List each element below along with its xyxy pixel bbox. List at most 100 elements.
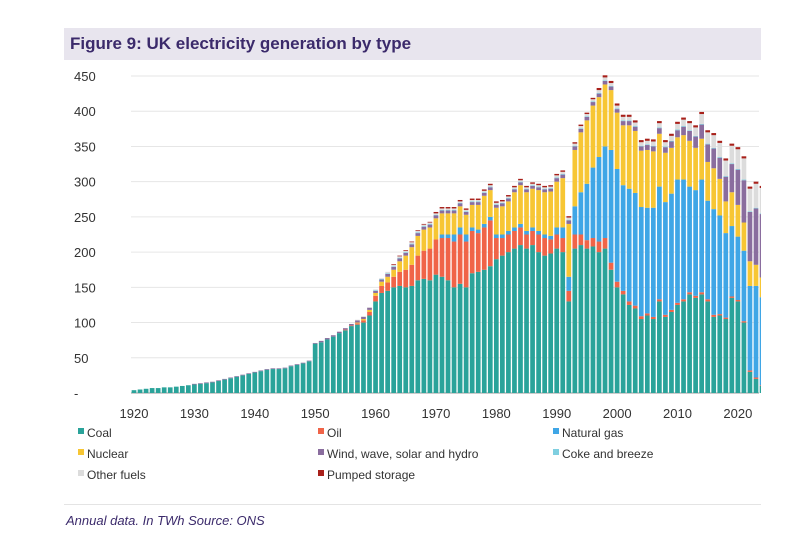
bar-segment-coke-and-breeze <box>717 157 723 158</box>
bar-segment-wind-wave-solar-and-hydro <box>554 178 560 182</box>
bar-segment-coal <box>500 255 505 393</box>
bar-segment-coal <box>560 252 566 393</box>
legend-label: Other fuels <box>87 468 146 482</box>
bar-segment-natural-gas <box>681 179 686 300</box>
bar-segment-wind-wave-solar-and-hydro <box>403 252 409 256</box>
bar-segment-coal <box>759 385 761 393</box>
bar-segment-pumped-storage <box>699 111 705 115</box>
bar-segment-coke-and-breeze <box>530 185 535 186</box>
bar-segment-wind-wave-solar-and-hydro <box>657 128 662 134</box>
bar-segment-oil <box>415 255 421 281</box>
bar-segment-coal <box>367 315 372 393</box>
bar-segment-other-fuels <box>753 183 759 208</box>
bar-segment-pumped-storage <box>626 114 632 117</box>
bar-segment-nuclear <box>421 229 427 251</box>
bar-segment-oil <box>669 309 674 312</box>
bar-segment-oil <box>518 227 523 246</box>
bar-segment-other-fuels <box>554 175 560 178</box>
bar-segment-other-fuels <box>572 143 578 146</box>
bar-segment-coal <box>409 285 415 393</box>
bar-segment-wind-wave-solar-and-hydro <box>427 224 433 228</box>
bar-segment-coal <box>445 280 451 393</box>
bar-segment-pumped-storage <box>421 223 427 225</box>
bar-segment-coal <box>385 290 390 393</box>
bar-segment-wind-wave-solar-and-hydro <box>439 210 445 214</box>
bar-segment-wind-wave-solar-and-hydro <box>608 86 614 91</box>
bar-segment-oil <box>349 325 354 327</box>
bar-segment-coal <box>536 252 541 393</box>
bar-segment-wind-wave-solar-and-hydro <box>723 176 729 202</box>
bar-segment-nuclear <box>542 192 547 235</box>
bar-segment-coke-and-breeze <box>729 163 735 165</box>
bar-segment-coke-and-breeze <box>675 129 680 131</box>
bar-segment-oil <box>361 320 366 323</box>
bar-segment-coal <box>626 304 632 393</box>
x-tick-label: 2020 <box>723 406 752 421</box>
bar-segment-other-fuels <box>439 208 445 210</box>
bar-segment-coal <box>246 373 252 393</box>
bar-segment-oil <box>493 238 499 260</box>
bar-segment-oil <box>572 234 578 249</box>
bar-segment-wind-wave-solar-and-hydro <box>246 373 252 374</box>
bar-segment-other-fuels <box>500 201 505 203</box>
x-tick-label: 1940 <box>240 406 269 421</box>
bar-segment-wind-wave-solar-and-hydro <box>717 157 723 179</box>
bar-segment-wind-wave-solar-and-hydro <box>584 116 590 121</box>
bar-segment-natural-gas <box>759 297 761 386</box>
bar-segment-wind-wave-solar-and-hydro <box>228 377 233 379</box>
bar-segment-oil <box>475 233 481 272</box>
bar-segment-wind-wave-solar-and-hydro <box>234 376 240 377</box>
bar-segment-wind-wave-solar-and-hydro <box>240 374 246 376</box>
bar-segment-wind-wave-solar-and-hydro <box>590 102 596 106</box>
x-tick-label: 1960 <box>361 406 390 421</box>
bar-segment-wind-wave-solar-and-hydro <box>282 367 288 369</box>
bar-segment-coal <box>681 301 686 393</box>
bar-segment-nuclear <box>759 277 761 298</box>
bar-segment-wind-wave-solar-and-hydro <box>699 124 705 139</box>
bar-segment-coal <box>475 271 481 393</box>
bar-segment-coal <box>524 248 529 393</box>
bar-segment-nuclear <box>572 149 578 207</box>
bar-segment-natural-gas <box>650 207 656 317</box>
bar-segment-coal <box>288 366 294 393</box>
bar-segment-natural-gas <box>711 209 717 315</box>
bar-segment-wind-wave-solar-and-hydro <box>741 180 747 223</box>
bar-segment-coal <box>355 324 360 393</box>
bar-segment-other-fuels <box>524 187 529 189</box>
bar-segment-wind-wave-solar-and-hydro <box>391 266 397 270</box>
bar-segment-coal <box>572 248 578 393</box>
bar-segment-pumped-storage <box>439 207 445 209</box>
bar-segment-natural-gas <box>457 227 463 235</box>
bar-segment-nuclear <box>566 223 572 277</box>
bar-segment-coke-and-breeze <box>481 192 487 193</box>
bar-segment-oil <box>729 296 735 298</box>
bar-segment-nuclear <box>681 135 686 180</box>
figure-title: Figure 9: UK electricity generation by t… <box>70 34 412 53</box>
chart-area: - 50 100 150 200 250 300 350 400 450 1920 1930 1940 1… <box>74 69 761 482</box>
bar-segment-nuclear <box>614 112 620 169</box>
bar-segment-nuclear <box>735 204 741 237</box>
bar-segment-wind-wave-solar-and-hydro <box>524 189 529 193</box>
bar-segment-nuclear <box>657 133 662 187</box>
bar-segment-coke-and-breeze <box>657 127 662 129</box>
bar-segment-coke-and-breeze <box>518 181 523 183</box>
bar-segment-wind-wave-solar-and-hydro <box>276 368 282 370</box>
bar-segment-other-fuels <box>560 171 566 174</box>
bar-segment-wind-wave-solar-and-hydro <box>463 211 469 215</box>
bar-segment-coke-and-breeze <box>644 144 650 146</box>
bar-segment-coke-and-breeze <box>705 143 711 145</box>
bar-segment-oil <box>548 239 554 254</box>
bar-segment-coal <box>693 297 698 393</box>
bar-segment-other-fuels <box>717 142 723 158</box>
bar-segment-coke-and-breeze <box>741 179 747 181</box>
bar-segment-natural-gas <box>475 229 481 234</box>
bar-segment-pumped-storage <box>675 121 680 124</box>
bar-segment-coke-and-breeze <box>614 108 620 110</box>
bar-segment-oil <box>433 239 439 275</box>
bar-segment-nuclear <box>741 222 747 251</box>
bar-segment-other-fuels <box>650 141 656 146</box>
bar-segment-pumped-storage <box>663 140 668 143</box>
bar-segment-nuclear <box>427 227 433 249</box>
legend-swatch <box>78 449 84 455</box>
bar-segment-natural-gas <box>675 179 680 303</box>
